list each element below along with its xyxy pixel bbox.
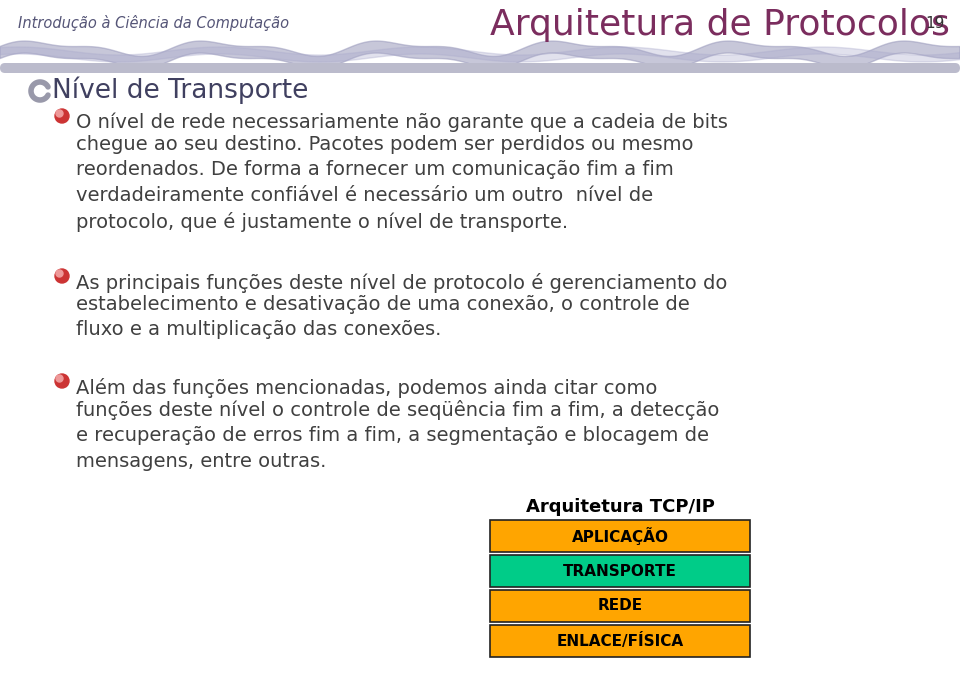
Text: 19: 19 (925, 15, 945, 30)
Circle shape (55, 374, 69, 388)
Text: Arquitetura de Protocolos: Arquitetura de Protocolos (491, 8, 950, 42)
Text: O nível de rede necessariamente não garante que a cadeia de bits: O nível de rede necessariamente não gara… (76, 113, 728, 132)
Text: Arquitetura TCP/IP: Arquitetura TCP/IP (525, 498, 714, 516)
Text: As principais funções deste nível de protocolo é gerenciamento do: As principais funções deste nível de pro… (76, 273, 728, 293)
Circle shape (56, 270, 63, 277)
FancyBboxPatch shape (490, 520, 750, 552)
Text: Nível de Transporte: Nível de Transporte (52, 76, 308, 104)
Text: chegue ao seu destino. Pacotes podem ser perdidos ou mesmo
reordenados. De forma: chegue ao seu destino. Pacotes podem ser… (76, 134, 693, 232)
Circle shape (55, 269, 69, 283)
FancyBboxPatch shape (0, 63, 960, 73)
FancyBboxPatch shape (490, 555, 750, 587)
Text: Introdução à Ciência da Computação: Introdução à Ciência da Computação (18, 15, 289, 31)
Text: TRANSPORTE: TRANSPORTE (564, 563, 677, 579)
Text: estabelecimento e desativação de uma conexão, o controle de
fluxo e a multiplica: estabelecimento e desativação de uma con… (76, 295, 689, 340)
FancyBboxPatch shape (490, 590, 750, 622)
Text: ENLACE/FÍSICA: ENLACE/FÍSICA (557, 633, 684, 649)
Circle shape (55, 109, 69, 123)
Circle shape (56, 110, 63, 117)
FancyBboxPatch shape (490, 625, 750, 657)
Text: Além das funções mencionadas, podemos ainda citar como: Além das funções mencionadas, podemos ai… (76, 378, 658, 398)
Circle shape (56, 375, 63, 382)
Text: APLICAÇÃO: APLICAÇÃO (571, 527, 668, 545)
Text: REDE: REDE (597, 599, 642, 613)
Text: funções deste nível o controle de seqüência fim a fim, a detecção
e recuperação : funções deste nível o controle de seqüên… (76, 400, 719, 471)
